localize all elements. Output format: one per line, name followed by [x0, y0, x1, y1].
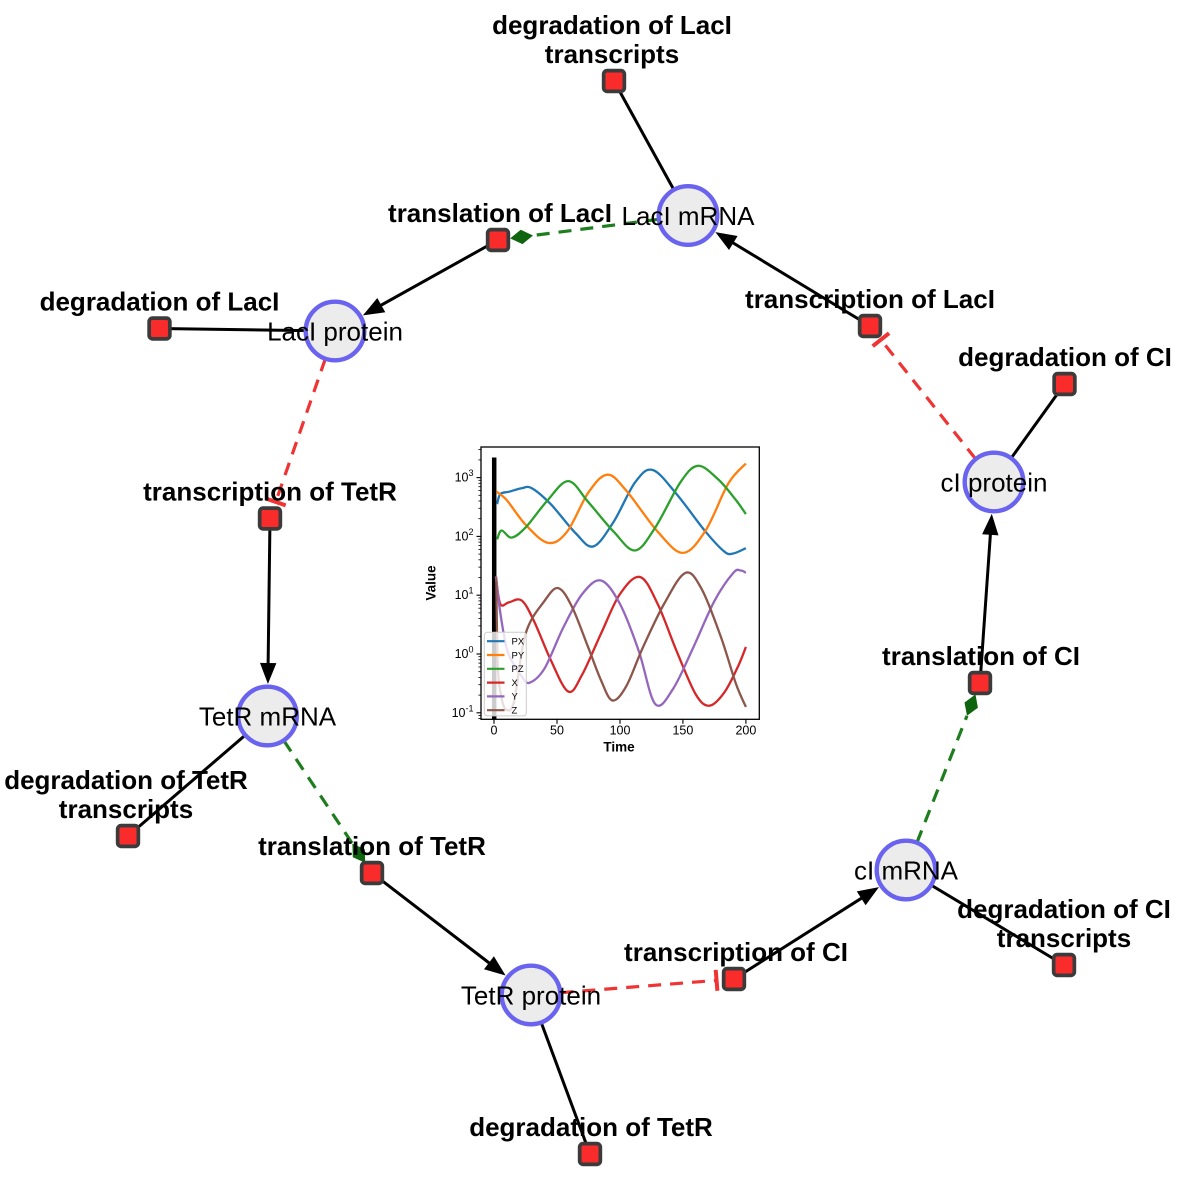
svg-text:150: 150	[672, 723, 693, 737]
svg-text:LacI mRNA: LacI mRNA	[622, 201, 756, 231]
svg-text:PY: PY	[512, 650, 525, 661]
svg-text:transcripts: transcripts	[59, 794, 193, 824]
svg-text:transcripts: transcripts	[997, 923, 1131, 953]
svg-text:Value: Value	[424, 565, 439, 601]
svg-text:Y: Y	[512, 692, 519, 703]
svg-text:200: 200	[735, 723, 756, 737]
svg-text:100: 100	[610, 723, 631, 737]
svg-text:TetR protein: TetR protein	[461, 981, 601, 1011]
svg-text:PZ: PZ	[512, 664, 524, 675]
svg-text:translation of TetR: translation of TetR	[258, 831, 486, 861]
svg-text:0: 0	[491, 723, 498, 737]
svg-text:Z: Z	[512, 706, 518, 717]
svg-text:transcripts: transcripts	[545, 39, 679, 69]
svg-text:degradation of CI: degradation of CI	[957, 894, 1171, 924]
svg-text:X: X	[512, 678, 519, 689]
svg-text:50: 50	[550, 723, 564, 737]
svg-text:translation of CI: translation of CI	[882, 641, 1080, 671]
svg-text:transcription of TetR: transcription of TetR	[143, 476, 397, 506]
svg-text:LacI protein: LacI protein	[267, 317, 403, 347]
svg-text:Time: Time	[603, 740, 635, 755]
svg-text:PX: PX	[512, 637, 525, 648]
svg-text:cI mRNA: cI mRNA	[854, 856, 959, 886]
svg-text:TetR mRNA: TetR mRNA	[199, 702, 337, 732]
svg-text:cI protein: cI protein	[941, 468, 1048, 498]
svg-text:degradation of LacI: degradation of LacI	[40, 286, 280, 316]
svg-text:degradation of CI: degradation of CI	[958, 342, 1172, 372]
svg-text:degradation of TetR: degradation of TetR	[4, 765, 248, 795]
svg-text:translation of LacI: translation of LacI	[388, 198, 612, 228]
svg-text:degradation of TetR: degradation of TetR	[469, 1112, 713, 1142]
svg-text:degradation of LacI: degradation of LacI	[492, 10, 732, 40]
svg-text:transcription of LacI: transcription of LacI	[745, 284, 995, 314]
svg-text:transcription of CI: transcription of CI	[624, 937, 848, 967]
